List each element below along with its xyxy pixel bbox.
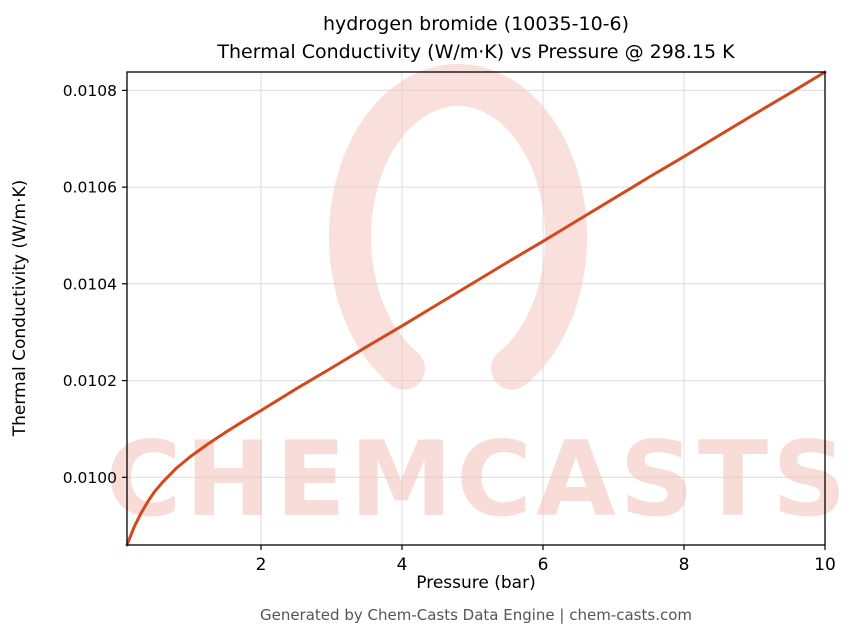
y-tick-label: 0.0100 [63,469,117,487]
axis-layer: 2 4 6 8 10 0.0100 0.0102 0.0104 0.0106 0.0108 [63,82,836,575]
x-tick-label: 4 [397,555,408,575]
y-tick-label: 0.0102 [63,372,117,390]
plot-border [126,71,826,546]
y-axis-label: Thermal Conductivity (W/m·K) [10,180,30,438]
x-axis-label: Pressure (bar) [416,573,535,593]
y-tick-label: 0.0106 [63,179,117,197]
data-line-layer [125,70,827,547]
chart-title-line-2: Thermal Conductivity (W/m·K) vs Pressure… [216,41,735,63]
x-tick-label: 10 [814,555,836,575]
footer-credit: Generated by Chem-Casts Data Engine | ch… [260,606,692,624]
data-line [125,70,827,547]
x-tick-label: 2 [256,555,267,575]
watermark-text: CHEMCASTS [106,420,851,540]
x-tick-label: 8 [679,555,690,575]
watermark-ring-icon [329,63,587,390]
chart-title-line-1: hydrogen bromide (10035-10-6) [323,13,629,35]
watermark: CHEMCASTS [106,63,851,540]
y-tick-label: 0.0108 [63,82,117,100]
y-tick-label: 0.0104 [63,275,117,293]
x-tick-label: 6 [538,555,549,575]
